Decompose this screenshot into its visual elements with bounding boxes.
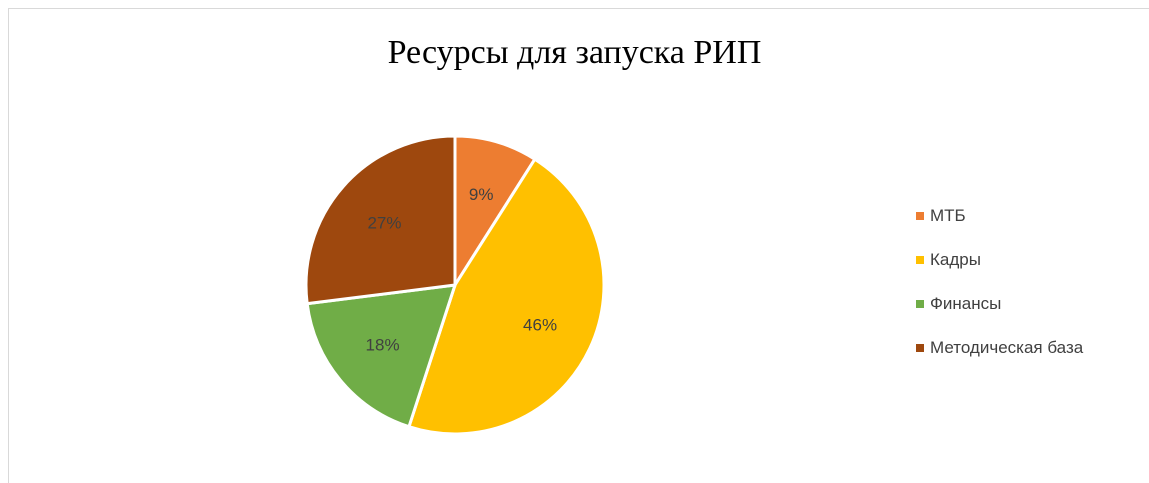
data-label-mtb: 9% [469,185,494,204]
data-label-kadry: 46% [523,316,557,335]
legend-swatch-kadry [916,256,924,264]
legend-swatch-finansy [916,300,924,308]
legend-label-metodicheskaya-baza: Методическая база [930,338,1084,357]
pie-slice-labels: 9% 46% 18% 27% [366,185,558,354]
legend-label-finansy: Финансы [930,294,1002,313]
legend-item-mtb: МТБ [916,204,1083,228]
data-label-finansy: 18% [366,335,400,354]
pie-slice-kadry [407,157,606,436]
pie-slices [304,134,606,436]
pie-slice-metodicheskaya-baza [304,134,457,306]
data-label-metodicheskaya-baza: 27% [367,213,401,232]
legend-swatch-metodicheskaya-baza [916,344,924,352]
pie-slice-finansy [305,283,458,429]
legend-swatch-mtb [916,212,924,220]
legend-item-finansy: Финансы [916,292,1083,316]
legend: МТБ Кадры Финансы Методическая база [916,204,1083,380]
pie-slice-mtb [453,134,537,291]
chart-title: Ресурсы для запуска РИП [387,34,762,71]
legend-item-metodicheskaya-baza: Методическая база [916,336,1083,360]
legend-item-kadry: Кадры [916,248,1083,272]
legend-label-kadry: Кадры [930,250,981,269]
legend-label-mtb: МТБ [930,206,966,225]
